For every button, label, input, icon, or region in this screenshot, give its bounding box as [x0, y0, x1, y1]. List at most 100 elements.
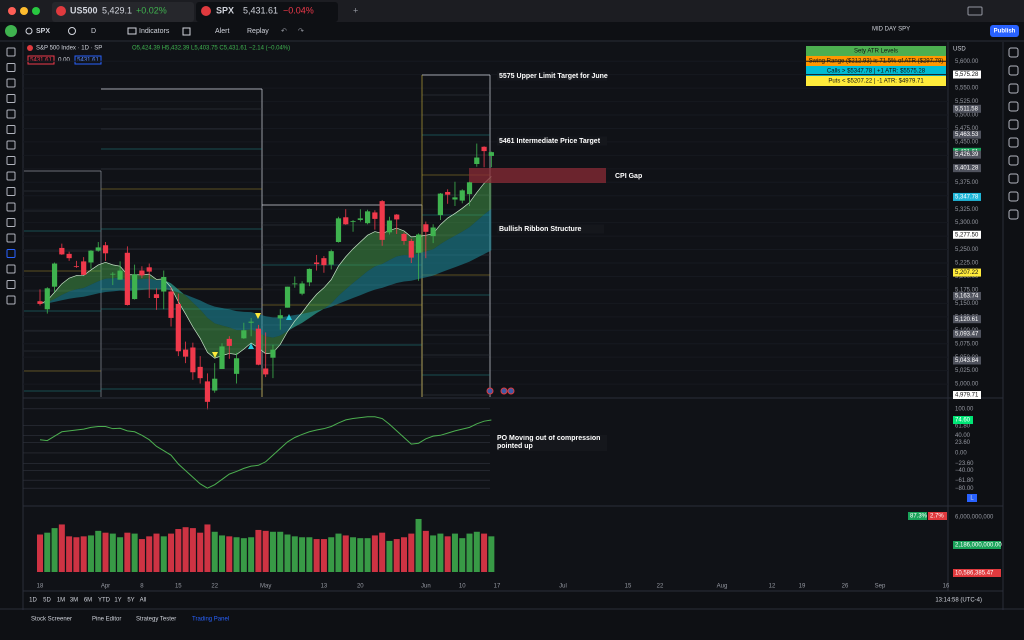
range-button[interactable]: YTD [98, 598, 111, 604]
candle-body [233, 358, 240, 374]
x-tick-label: 19 [799, 584, 806, 590]
legend-ohlc: O5,424.39 H5,432.39 L5,403.75 C5,431.61 … [132, 46, 290, 52]
interval-button[interactable]: D [91, 28, 96, 35]
volume-bar [117, 537, 124, 572]
y-tick-label: 5,325.00 [955, 207, 979, 213]
y-tick-label: 5,525.00 [955, 99, 979, 105]
minimize-button[interactable] [20, 7, 28, 15]
add-symbol[interactable] [68, 27, 76, 35]
indicators-button[interactable]: Indicators [139, 28, 170, 35]
tool-icon[interactable] [6, 94, 16, 103]
percent-box [928, 512, 947, 520]
alert-button[interactable]: Alert [215, 28, 229, 35]
avatar[interactable] [5, 25, 17, 37]
y-tick-label: 5,500.00 [955, 113, 979, 119]
sidebar-icon[interactable] [1008, 155, 1019, 166]
zoom-button[interactable] [32, 7, 40, 15]
y-tick-label: 5,250.00 [955, 247, 979, 253]
tool-icon[interactable] [6, 295, 16, 305]
range-button[interactable]: 1M [57, 598, 65, 604]
scale-mode-box[interactable] [967, 494, 977, 502]
sidebar-icon[interactable] [1008, 209, 1019, 220]
volume-bar [182, 527, 189, 572]
candle-body [343, 217, 349, 225]
redo-button[interactable]: ↷ [298, 28, 304, 35]
tool-icon[interactable] [6, 125, 16, 134]
tool-icon[interactable] [6, 187, 16, 196]
oscillator-line [39, 416, 492, 489]
event-flag[interactable] [500, 387, 508, 395]
sidebar-icon[interactable] [1008, 83, 1019, 94]
candle-body [306, 268, 312, 283]
search-icon[interactable] [25, 27, 33, 35]
window-icon[interactable] [967, 6, 983, 16]
x-tick-label: May [260, 584, 271, 590]
sidebar-icon[interactable] [1008, 137, 1019, 148]
range-button[interactable]: 1Y [114, 598, 121, 604]
tool-icon[interactable] [6, 280, 16, 289]
sidebar-icon[interactable] [1008, 65, 1019, 76]
tab[interactable]: SPX 5,431.61 −0.04% [196, 2, 338, 22]
volume-bar [153, 533, 160, 572]
tool-icon[interactable] [6, 171, 16, 181]
range-button[interactable]: 5Y [127, 598, 134, 604]
sidebar-icon[interactable] [1008, 191, 1019, 202]
tool-icon[interactable] [6, 249, 16, 258]
tool-icon[interactable] [6, 63, 16, 72]
sidebar-icon[interactable] [1008, 47, 1019, 58]
indicators-icon [127, 27, 137, 35]
annotation-box: PO Moving out of compression pointed up [497, 435, 607, 451]
percent-label: 2.7% [930, 514, 944, 520]
range-button[interactable]: All [140, 598, 147, 604]
volume-bar [124, 532, 131, 572]
panel-tab[interactable]: Trading Panel [192, 617, 229, 623]
tool-icon[interactable] [6, 156, 16, 165]
x-tick-label: 18 [37, 584, 44, 590]
close-button[interactable] [8, 7, 16, 15]
range-button[interactable]: 5D [43, 598, 51, 604]
panel-tab[interactable]: Pine Editor [92, 617, 121, 623]
sidebar-icon[interactable] [1008, 173, 1019, 184]
volume-bar [73, 537, 80, 572]
layouts-icon[interactable] [182, 27, 191, 36]
y-tick-label: 5,175.00 [955, 287, 979, 293]
tool-icon[interactable] [6, 47, 16, 57]
annotation: 5575 Upper Limit Target for June [499, 73, 608, 80]
tool-icon[interactable] [6, 140, 16, 150]
range-button[interactable]: 3M [70, 598, 78, 604]
undo-button[interactable]: ↶ [281, 28, 287, 35]
tool-icon[interactable] [6, 233, 16, 243]
spread: 0.00 [58, 58, 70, 64]
event-flag[interactable] [507, 387, 515, 395]
range-button[interactable]: 1D [29, 598, 37, 604]
tool-icon[interactable] [6, 109, 16, 119]
tool-icon[interactable] [6, 202, 16, 212]
annotation-box [497, 224, 604, 234]
event-flag[interactable] [486, 387, 494, 395]
layout-name[interactable]: MID DAY SPY [872, 27, 910, 33]
table-row [806, 76, 946, 86]
price-label-box [953, 230, 981, 239]
symbol-search[interactable]: SPX [36, 28, 50, 35]
range-button[interactable]: 6M [84, 598, 92, 604]
scale-mode[interactable]: L [970, 496, 974, 502]
replay-button[interactable]: Replay [247, 28, 269, 35]
volume-bar [386, 540, 393, 572]
candle-body [379, 201, 385, 240]
new-tab-button[interactable]: + [353, 5, 358, 15]
volume-bar [408, 533, 415, 572]
tab[interactable]: US500 5,429.1 +0.02% [52, 2, 194, 22]
tool-icon[interactable] [6, 264, 16, 274]
candle-body [168, 291, 174, 318]
buy-box[interactable] [74, 55, 102, 65]
sidebar-icon[interactable] [1008, 101, 1019, 112]
tool-icon[interactable] [6, 218, 16, 227]
tool-icon[interactable] [6, 78, 16, 88]
panel-tab[interactable]: Stock Screener [31, 617, 72, 623]
sidebar-icon[interactable] [1008, 119, 1019, 130]
price-label: 5,575.28 [955, 72, 979, 78]
publish-button[interactable] [990, 25, 1019, 37]
panel-tab[interactable]: Strategy Tester [136, 617, 176, 623]
sell-box[interactable] [27, 55, 55, 65]
